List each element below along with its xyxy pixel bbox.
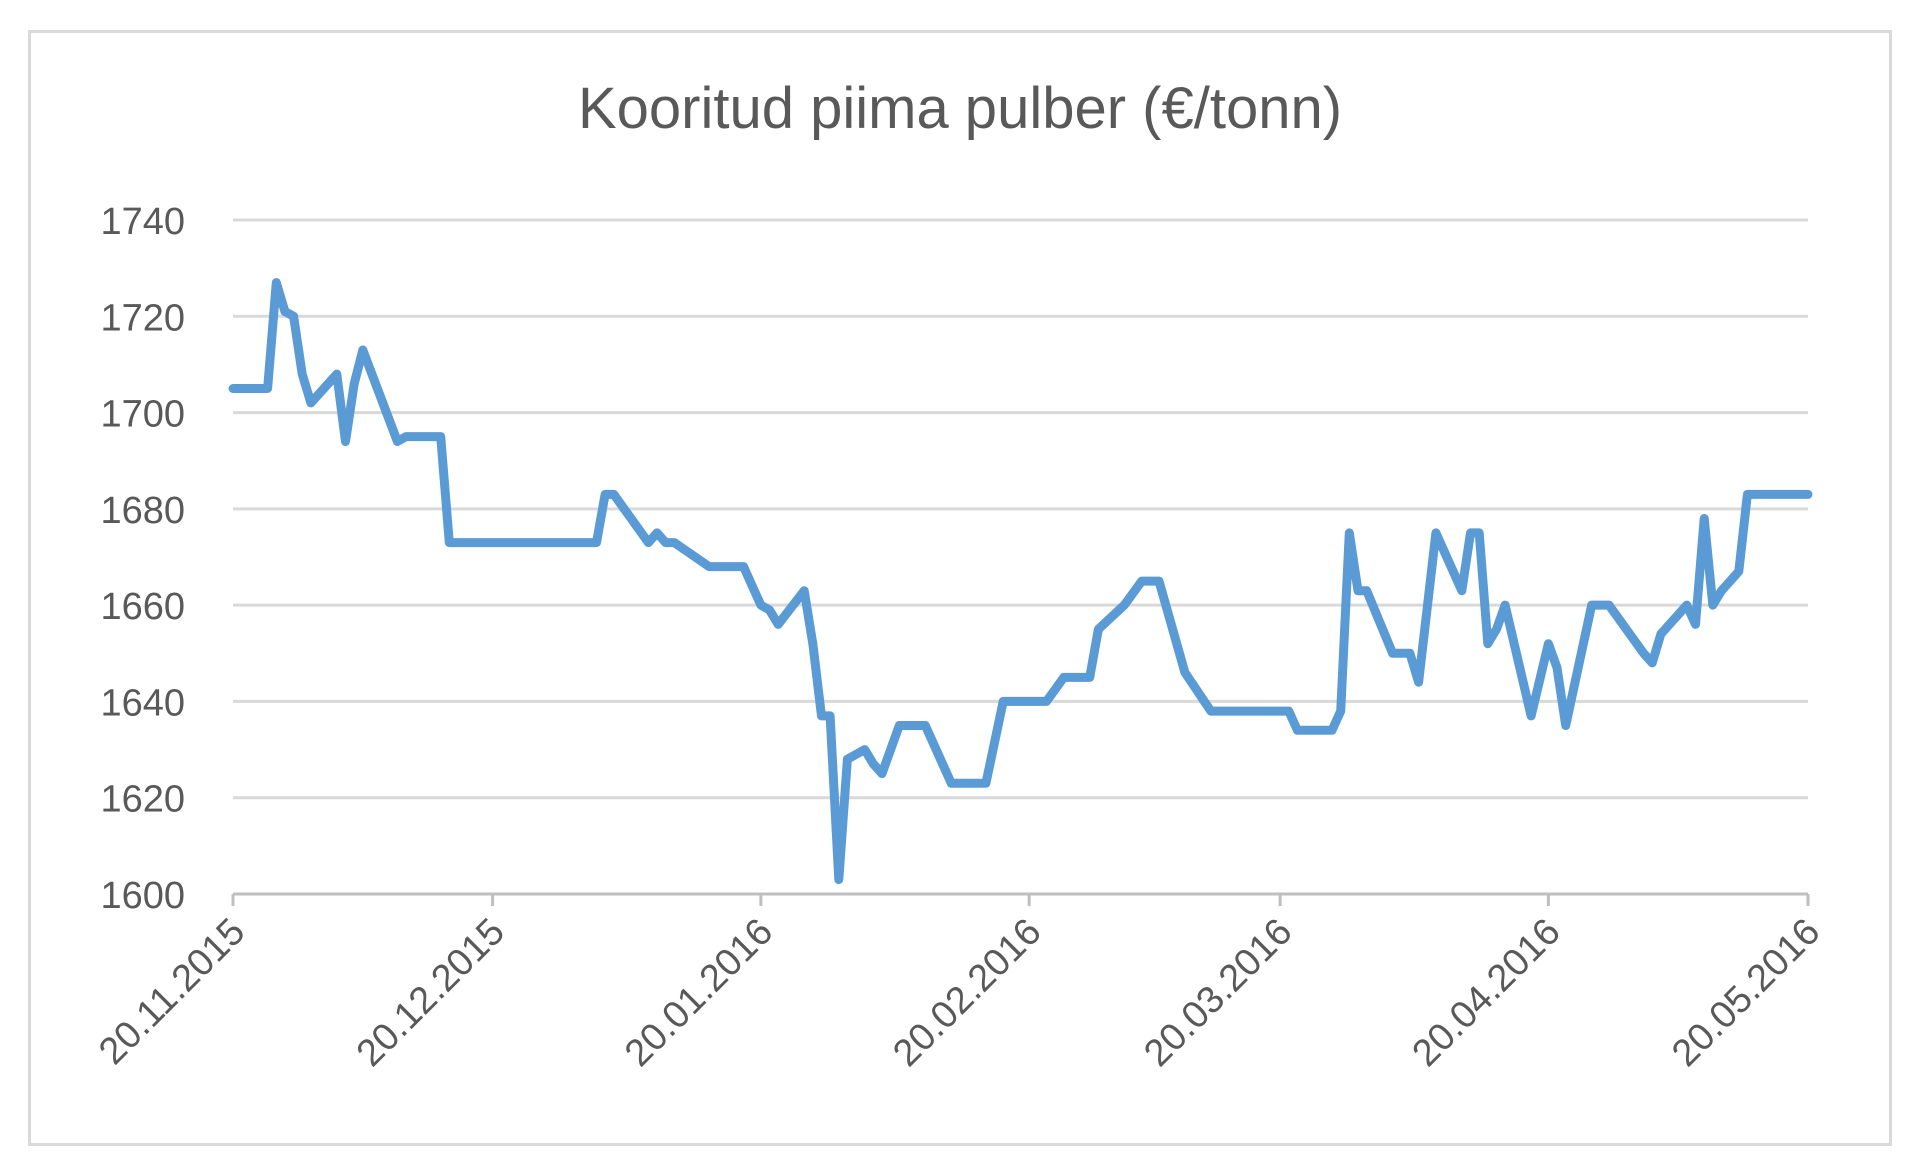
x-tick-label: 20.12.2015 xyxy=(349,911,513,1075)
x-tick-label: 20.01.2016 xyxy=(617,911,781,1075)
x-tick-label: 20.11.2015 xyxy=(91,911,253,1073)
x-tick-label: 20.05.2016 xyxy=(1664,911,1828,1075)
y-tick-label: 1640 xyxy=(100,682,185,724)
series-line xyxy=(228,278,1813,885)
y-tick-label: 1660 xyxy=(100,586,185,628)
y-tick-label: 1620 xyxy=(100,779,185,821)
x-tick-label: 20.04.2016 xyxy=(1405,911,1569,1075)
y-tick-label: 1680 xyxy=(100,490,185,532)
gridlines xyxy=(233,218,1808,896)
y-tick-label: 1720 xyxy=(100,297,185,339)
chart-title: Kooritud piima pulber (€/tonn) xyxy=(577,76,1343,141)
x-axis: 20.11.2015 20.12.2015 20.01.2016 20.02.2016… xyxy=(91,892,1828,1075)
y-axis-labels: 1600 1620 1640 1660 1680 1700 1720 1740 xyxy=(100,201,185,917)
y-tick-label: 1600 xyxy=(100,875,185,917)
y-tick-label: 1700 xyxy=(100,394,185,436)
x-tick-label: 20.02.2016 xyxy=(885,911,1049,1075)
x-tick-label: 20.03.2016 xyxy=(1136,911,1300,1075)
series-layer xyxy=(228,278,1813,885)
y-tick-label: 1740 xyxy=(100,201,185,243)
chart-frame xyxy=(28,30,1892,1146)
